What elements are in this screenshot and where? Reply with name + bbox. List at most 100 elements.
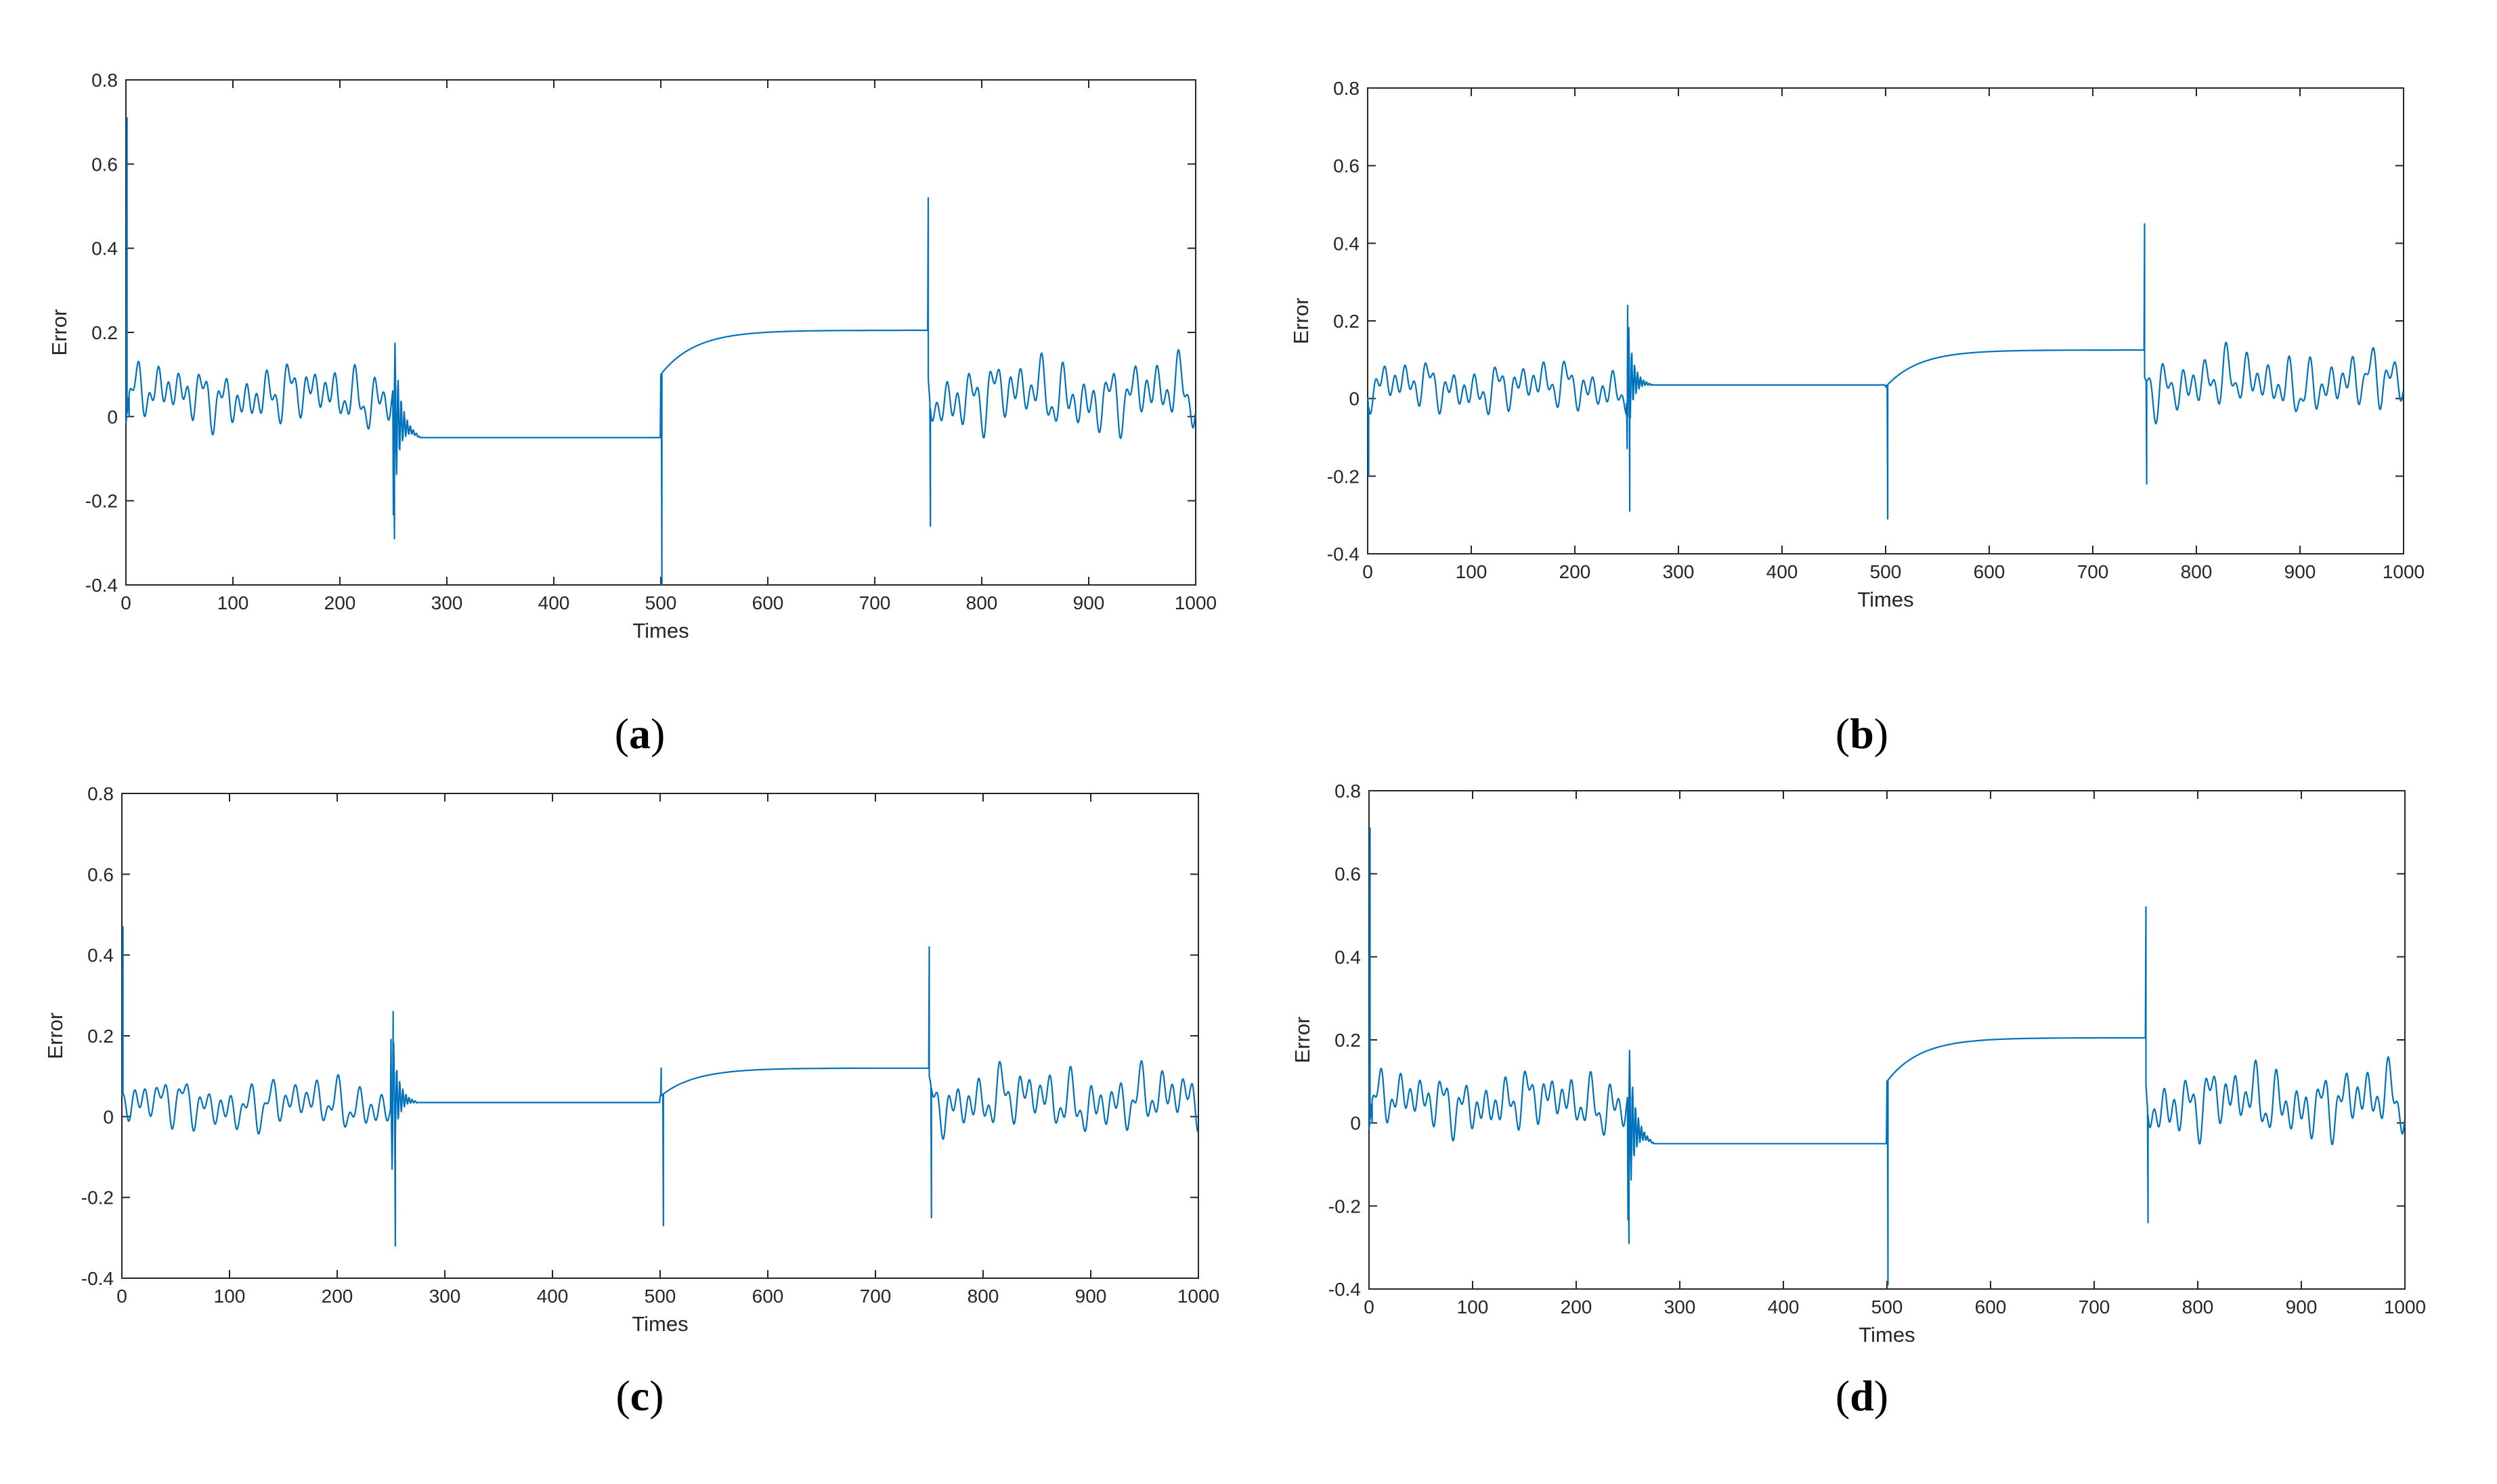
y-tick-label: 0 [1349, 389, 1360, 410]
x-tick-label: 900 [1073, 592, 1105, 613]
plot-frame [1367, 87, 2404, 554]
y-tick-label: 0.4 [1333, 233, 1360, 254]
x-tick-label: 600 [1974, 561, 2005, 582]
y-tick-label: -0.2 [81, 1187, 114, 1208]
x-tick-label: 100 [214, 1286, 246, 1307]
panel-label-d: (d) [1836, 1372, 1888, 1420]
y-tick-label: 0.6 [1334, 864, 1361, 885]
x-tick-label: 400 [1766, 561, 1798, 582]
y-tick-label: 0.2 [91, 322, 118, 343]
panel-label-a: (a) [615, 710, 666, 758]
x-axis-title: Times [632, 619, 689, 642]
x-tick-label: 500 [645, 592, 677, 613]
y-tick-label: -0.2 [1327, 466, 1360, 487]
y-axis-title: Error [1289, 298, 1313, 345]
error-series-line [1368, 827, 2406, 1286]
y-tick-label: 0.6 [1333, 156, 1360, 177]
x-tick-label: 100 [1457, 1296, 1489, 1317]
panel-label-b: (b) [1836, 710, 1888, 758]
x-tick-label: 700 [2079, 1296, 2110, 1317]
chart-panel-a: 0 100 200 300 400 500 600 700 800 900 1000 -0.4 -0.2… [47, 70, 1217, 642]
plot-frame [1368, 790, 2406, 1290]
x-tick-label: 500 [1870, 561, 1902, 582]
x-tick-label: 200 [1559, 561, 1591, 582]
y-tick-label: -0.4 [85, 575, 118, 596]
y-tick-label: 0.4 [1334, 946, 1361, 967]
y-tick-label: 0.8 [91, 70, 118, 91]
y-tick-label: 0.4 [91, 238, 118, 259]
x-tick-label: 700 [860, 1286, 892, 1307]
x-tick-label: 1000 [2383, 561, 2425, 582]
x-tick-label: 400 [538, 592, 570, 613]
x-tick-label: 800 [2181, 561, 2213, 582]
x-axis-title: Times [632, 1312, 688, 1336]
x-tick-label: 0 [1364, 1296, 1374, 1317]
y-tick-label: -0.2 [85, 491, 118, 512]
x-tick-label: 800 [2182, 1296, 2214, 1317]
x-tick-label: 300 [1663, 561, 1695, 582]
x-tick-label: 1000 [1177, 1286, 1219, 1307]
x-tick-label: 1000 [2384, 1296, 2426, 1317]
y-tick-label: 0.4 [87, 945, 114, 966]
x-tick-label: 300 [1664, 1296, 1696, 1317]
error-series-line [1366, 223, 2404, 520]
y-tick-label: 0 [103, 1106, 114, 1127]
y-tick-label: -0.4 [1327, 544, 1360, 565]
panel-letter: c [630, 1372, 649, 1420]
x-axis-title: Times [1859, 1323, 1915, 1347]
y-tick-label: -0.4 [1328, 1279, 1361, 1300]
plot-frame [125, 79, 1196, 586]
x-tick-label: 300 [429, 1286, 461, 1307]
panel-letter: a [629, 710, 651, 758]
x-tick-label: 100 [217, 592, 249, 613]
x-tick-label: 600 [1975, 1296, 2007, 1317]
chart-panel-b: 0 100 200 300 400 500 600 700 800 900 1000 -0.4 -0.2… [1289, 78, 2425, 611]
x-tick-label: 900 [1075, 1286, 1107, 1307]
x-tick-label: 0 [121, 592, 131, 613]
chart-panel-c: 0 100 200 300 400 500 600 700 800 900 1000 -0.4 -0.2… [43, 783, 1219, 1336]
x-tick-label: 1000 [1175, 592, 1217, 613]
x-tick-label: 600 [752, 592, 784, 613]
y-tick-label: 0.2 [1333, 311, 1360, 332]
x-tick-label: 100 [1456, 561, 1488, 582]
y-tick-label: 0.8 [87, 783, 114, 804]
y-tick-label: 0.2 [87, 1026, 114, 1047]
x-tick-label: 800 [966, 592, 998, 613]
y-tick-label: -0.2 [1328, 1196, 1361, 1217]
chart-panel-d: 0 100 200 300 400 500 600 700 800 900 1000 -0.4 -0.2… [1290, 781, 2426, 1347]
x-tick-label: 600 [752, 1286, 784, 1307]
y-axis-title: Error [47, 309, 71, 356]
x-tick-label: 700 [859, 592, 891, 613]
x-tick-label: 200 [324, 592, 356, 613]
x-tick-label: 900 [2286, 1296, 2318, 1317]
y-tick-label: 0.8 [1334, 781, 1361, 802]
error-series-line [125, 116, 1196, 586]
y-tick-label: 0.6 [91, 154, 118, 175]
x-tick-label: 400 [537, 1286, 569, 1307]
x-tick-label: 800 [968, 1286, 999, 1307]
x-tick-label: 0 [1362, 561, 1373, 582]
x-tick-label: 700 [2077, 561, 2109, 582]
panel-letter: d [1850, 1372, 1874, 1420]
y-tick-label: 0 [1350, 1113, 1361, 1134]
x-tick-label: 400 [1768, 1296, 1800, 1317]
error-series-line [121, 925, 1199, 1247]
plot-frame [121, 793, 1199, 1279]
y-axis-title: Error [1290, 1017, 1314, 1064]
x-tick-label: 300 [431, 592, 463, 613]
panel-label-c: (c) [615, 1372, 664, 1420]
x-tick-label: 200 [322, 1286, 353, 1307]
panel-letter: b [1850, 710, 1874, 758]
y-tick-label: 0.2 [1334, 1030, 1361, 1051]
x-tick-label: 900 [2284, 561, 2316, 582]
y-tick-label: 0.6 [87, 864, 114, 885]
y-tick-label: -0.4 [81, 1268, 114, 1289]
y-tick-label: 0 [107, 406, 118, 427]
x-tick-label: 0 [116, 1286, 127, 1307]
y-tick-label: 0.8 [1333, 78, 1360, 99]
x-tick-label: 500 [1871, 1296, 1903, 1317]
x-tick-label: 200 [1561, 1296, 1592, 1317]
x-axis-title: Times [1857, 588, 1913, 611]
y-axis-title: Error [43, 1013, 67, 1060]
